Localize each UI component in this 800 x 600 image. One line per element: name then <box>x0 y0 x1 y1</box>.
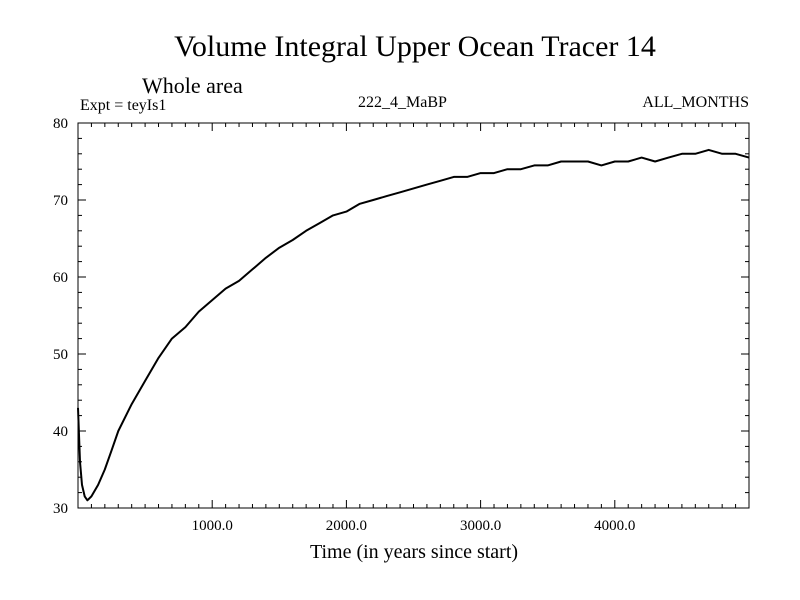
x-tick-label: 4000.0 <box>594 518 635 534</box>
y-tick-label: 30 <box>53 501 68 517</box>
x-tick-label: 3000.0 <box>460 518 501 534</box>
x-axis-label: Time (in years since start) <box>310 541 518 563</box>
y-tick-label: 50 <box>53 347 68 363</box>
y-tick-label: 40 <box>53 424 68 440</box>
x-tick-label: 2000.0 <box>326 518 367 534</box>
y-tick-label: 80 <box>53 116 68 132</box>
chart-subtitle: Whole area <box>142 73 243 98</box>
period-label: 222_4_MaBP <box>358 94 447 111</box>
series-line <box>77 148 750 502</box>
experiment-label: Expt = teyIs1 <box>80 97 166 114</box>
plot-area: 30 40 50 60 70 80 1000.0 2000.0 3000.0 4000.0 <box>53 116 750 534</box>
y-tick-label: 60 <box>53 270 68 286</box>
x-tick-label: 1000.0 <box>192 518 233 534</box>
months-label: ALL_MONTHS <box>642 94 749 111</box>
y-tick-label: 70 <box>53 193 68 209</box>
plot-frame <box>77 122 750 509</box>
chart-title: Volume Integral Upper Ocean Tracer 14 <box>174 30 656 63</box>
